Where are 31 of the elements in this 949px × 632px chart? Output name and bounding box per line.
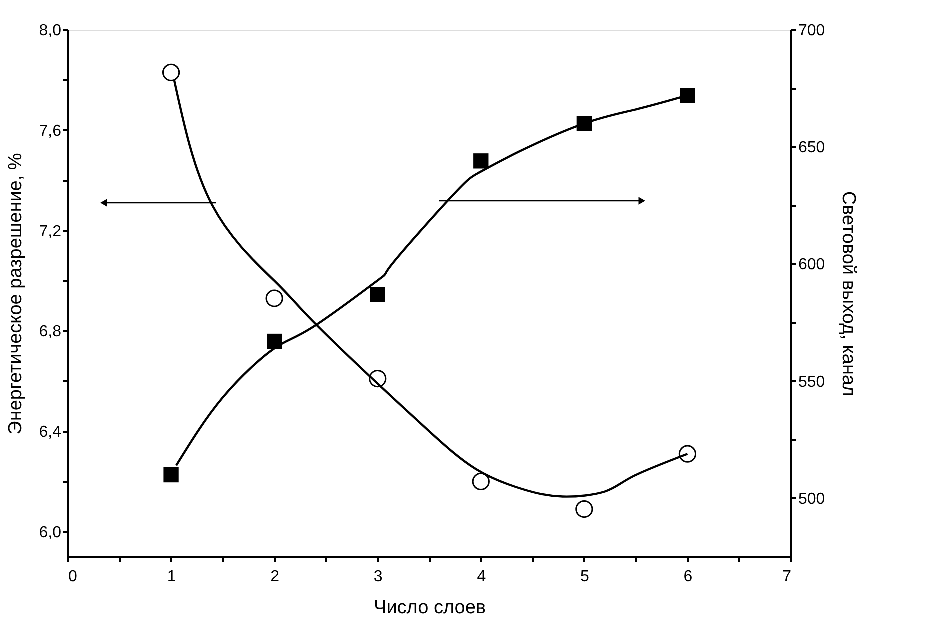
y-tick-label: 7,2 — [39, 223, 62, 240]
x-tick-label: 4 — [477, 568, 486, 586]
point — [266, 290, 284, 308]
y-axis-title: Энергетическое разрешение, % — [5, 153, 26, 435]
y2-tick-label: 650 — [798, 140, 826, 157]
y2-tick-label: 600 — [798, 256, 826, 274]
point — [678, 445, 697, 463]
y2-axis-title: Световой выход, канал — [838, 191, 860, 397]
y2-tick-label: 550 — [798, 374, 826, 391]
y-tick-label: 7,6 — [39, 122, 62, 140]
x-tick-label: 1 — [167, 568, 176, 586]
x-tick-label: 7 — [782, 568, 792, 586]
point — [162, 64, 180, 82]
y2-tick-label: 700 — [798, 22, 826, 40]
point — [474, 154, 489, 169]
y-tick-label: 6,4 — [39, 424, 62, 442]
x-tick-label: 3 — [374, 568, 383, 586]
y-tick-label: 8,0 — [39, 22, 62, 40]
point — [680, 88, 696, 104]
x-tick-label: 5 — [580, 568, 590, 586]
point — [370, 287, 386, 302]
x-tick-label: 0 — [68, 568, 78, 586]
x-tick-label: 2 — [270, 568, 280, 586]
y-tick-label: 6,8 — [39, 324, 62, 341]
point — [164, 467, 179, 483]
point — [472, 472, 490, 491]
x-axis-title: Число слоев — [374, 598, 486, 618]
x-tick-label: 6 — [684, 568, 693, 586]
point — [576, 500, 594, 518]
y-tick-label: 6,0 — [39, 524, 62, 542]
y2-tick-label: 500 — [798, 490, 826, 508]
